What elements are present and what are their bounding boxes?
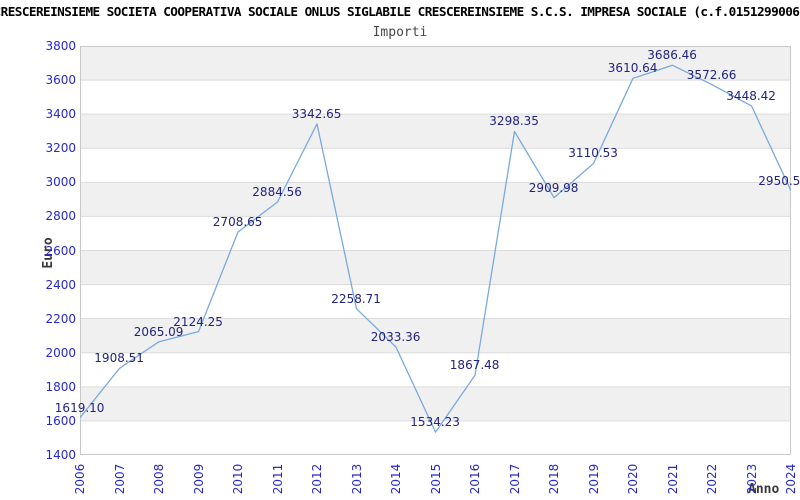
x-axis-title: Anno <box>748 482 780 497</box>
y-tick-label: 3800 <box>45 39 76 53</box>
x-tick-label: 2024 <box>784 463 798 495</box>
x-tick-label: 2015 <box>428 463 443 495</box>
data-point-label: 3610.64 <box>607 61 658 76</box>
grid-band <box>80 284 791 319</box>
x-tick-label: 2012 <box>310 463 324 495</box>
data-point-label: 2258.71 <box>331 291 381 306</box>
x-tick-label: 2006 <box>73 463 87 495</box>
y-tick-label: 2400 <box>45 277 76 292</box>
data-point-label: 3110.53 <box>568 146 618 161</box>
x-tick-label: 2008 <box>152 463 166 495</box>
chart-company-title: CRESCEREINSIEME SOCIETA COOPERATIVA SOCI… <box>0 4 800 19</box>
data-point-label: 2124.25 <box>173 314 223 329</box>
data-point-label: 1908.51 <box>94 351 144 366</box>
y-tick-label: 1800 <box>45 379 76 394</box>
y-tick-label: 2800 <box>45 209 76 224</box>
x-tick-label: 2019 <box>586 463 601 495</box>
x-tick-label: 2013 <box>349 463 364 495</box>
data-point-label: 2950.5 <box>758 173 800 188</box>
x-tick-label: 2018 <box>547 463 561 495</box>
grid-band <box>80 250 791 285</box>
x-tick-label: 2010 <box>231 463 245 495</box>
y-tick-label: 1400 <box>45 448 76 462</box>
x-tick-label: 2007 <box>112 463 127 495</box>
plot-area <box>80 46 791 455</box>
data-point-label: 2708.65 <box>212 214 263 229</box>
x-tick-label: 2023 <box>744 463 759 495</box>
data-point-label: 1867.48 <box>449 358 500 373</box>
y-tick-label: 1600 <box>45 413 76 428</box>
y-tick-label: 3400 <box>45 107 76 122</box>
chart-title: Importi <box>372 25 428 40</box>
data-point-label: 3448.42 <box>726 88 776 103</box>
grid-band <box>80 46 791 81</box>
grid-band <box>80 318 791 353</box>
x-tick-label: 2020 <box>626 463 640 495</box>
x-tick-label: 2016 <box>468 463 482 495</box>
data-point-label: 3342.65 <box>291 106 342 121</box>
y-tick-label: 2200 <box>45 311 76 326</box>
grid-band <box>80 216 791 251</box>
x-tick-label: 2009 <box>191 463 206 495</box>
y-tick-label: 2600 <box>45 243 76 258</box>
grid-band <box>80 114 791 149</box>
series-line <box>80 64 791 433</box>
y-tick-label: 3600 <box>45 73 76 88</box>
data-point-label: 2884.56 <box>252 185 302 199</box>
grid-band <box>80 182 791 217</box>
grid-band <box>80 148 791 183</box>
grid-band <box>80 420 791 455</box>
data-point-label: 3686.46 <box>647 48 697 63</box>
data-point-label: 2033.36 <box>370 330 421 345</box>
data-point-label: 1534.23 <box>410 415 460 430</box>
grid-band <box>80 80 791 115</box>
y-tick-label: 3000 <box>45 175 76 190</box>
data-point-label: 3572.66 <box>686 67 737 82</box>
data-point-label: 3298.35 <box>489 114 539 129</box>
data-point-label: 2065.09 <box>133 324 184 339</box>
grid-band <box>80 386 791 421</box>
plot-border <box>80 46 791 455</box>
data-point-label: 2909.98 <box>528 180 579 195</box>
y-tick-label: 2000 <box>45 345 76 360</box>
x-tick-label: 2017 <box>507 463 522 495</box>
y-tick-label: 3200 <box>45 141 76 156</box>
x-tick-label: 2022 <box>705 463 719 495</box>
x-tick-label: 2011 <box>270 463 285 495</box>
x-tick-label: 2014 <box>389 463 403 495</box>
x-tick-label: 2021 <box>665 463 680 495</box>
grid-band <box>80 352 791 387</box>
data-point-label: 1619.10 <box>54 400 105 415</box>
